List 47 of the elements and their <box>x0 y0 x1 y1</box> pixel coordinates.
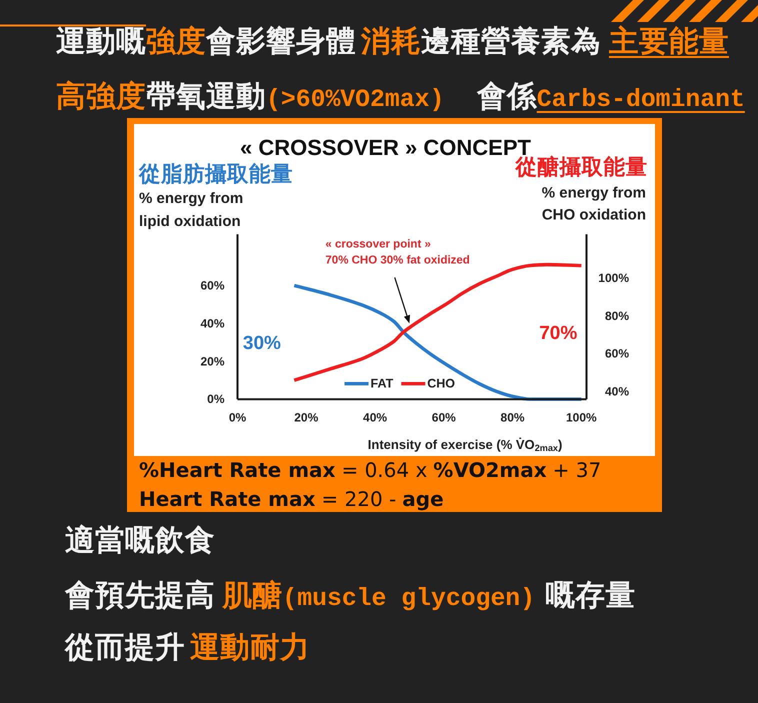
y-tick-label: 60% <box>200 278 225 292</box>
annotation: « crossover point » 70% CHO 30% fat oxidized <box>325 238 470 266</box>
text: %VO2max <box>433 458 547 482</box>
text: 強度 <box>146 25 206 58</box>
legend-label: FAT <box>370 376 394 391</box>
text: Carbs-dominant <box>536 86 745 114</box>
y-tick-label: 20% <box>200 354 225 368</box>
y2-tick-label: 100% <box>598 270 630 285</box>
text: 會預先提高 <box>65 578 215 612</box>
text: 嘅存量 <box>545 578 636 612</box>
x-tick-label: 60% <box>432 410 456 425</box>
text: 會係 <box>476 80 537 112</box>
text: 高強度 <box>56 80 146 112</box>
x-axis-title: Intensity of exercise (% V̇O$_{2max}$) <box>368 436 562 453</box>
legend-label: CHO <box>427 376 456 391</box>
x-tick-label: 80% <box>500 410 525 425</box>
text: 適當嘅飲食 <box>65 524 215 556</box>
text: age <box>402 486 444 511</box>
x-tick-label: 0% <box>228 410 246 425</box>
y2-tick-label: 60% <box>604 346 630 361</box>
y-tick-label: 40% <box>200 316 225 330</box>
text: Heart Rate max <box>139 486 316 511</box>
text: 肌醣(muscle glycogen) <box>222 578 536 612</box>
x-tick-label: 100% <box>566 410 598 425</box>
y-axis-title: % energy from lipid oxidation <box>139 190 244 230</box>
y2-axis-title: % energy from CHO oxidation <box>542 184 646 223</box>
annotation: 70% <box>539 322 578 344</box>
text: = 0.64 x <box>341 458 428 482</box>
x-tick-label: 20% <box>294 410 319 425</box>
y2-tick-label: 80% <box>604 308 630 323</box>
text: 運動嘅 <box>56 25 146 58</box>
text: 從脂肪攝取能量 <box>138 162 293 186</box>
text: 主要能量 <box>608 25 729 58</box>
text: 運動耐力 <box>190 631 310 664</box>
y-tick-label: 0% <box>207 392 225 406</box>
text: %Heart Rate max <box>139 458 336 482</box>
text: 消耗 <box>361 25 421 58</box>
text: (>60%VO2max) <box>266 86 444 114</box>
text: + 37 <box>552 458 602 482</box>
y2-tick-label: 40% <box>604 384 630 399</box>
text: = 220 - <box>321 486 396 511</box>
text: 會影響身體 <box>206 25 356 58</box>
text: 帶氧運動 <box>146 80 266 112</box>
text: 從而提升 <box>65 631 185 664</box>
text: 邊種營養素為 <box>421 25 601 58</box>
annotation: 30% <box>242 332 282 354</box>
x-tick-label: 40% <box>363 410 388 425</box>
